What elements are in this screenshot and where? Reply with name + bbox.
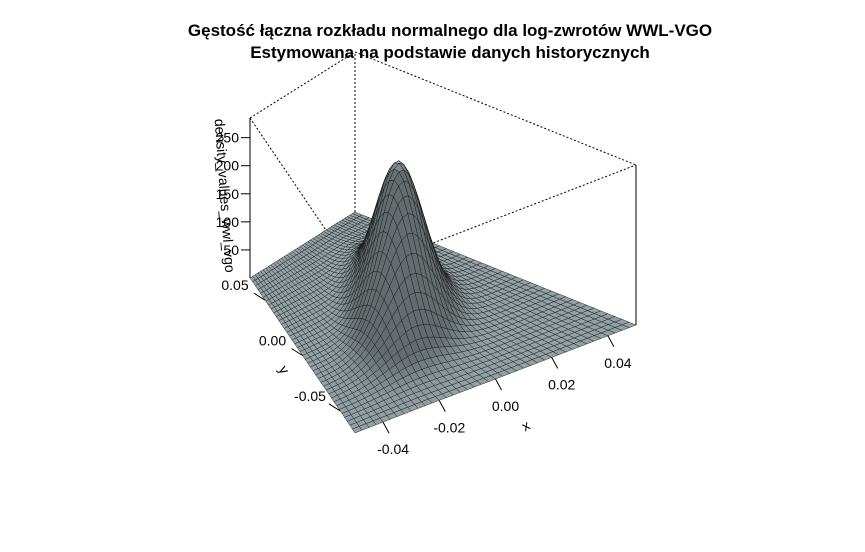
x-tick-label: -0.04 bbox=[377, 441, 409, 457]
x-tick-mark bbox=[382, 421, 390, 434]
density-surface bbox=[249, 160, 637, 434]
box-edge-top-back-right bbox=[354, 51, 637, 166]
z-tick-label: 200 bbox=[216, 158, 240, 174]
x-tick-label: -0.02 bbox=[433, 420, 465, 436]
z-tick-label: 50 bbox=[223, 242, 239, 258]
y-tick-mark bbox=[253, 292, 266, 301]
y-tick-label: 0.00 bbox=[259, 333, 286, 349]
chart-subtitle: Estymowana na podstawie danych historycz… bbox=[250, 43, 650, 62]
x-tick-mark bbox=[438, 400, 446, 412]
z-tick-label: 250 bbox=[216, 130, 240, 146]
x-tick-label: 0.00 bbox=[492, 398, 519, 414]
box-back-edges bbox=[249, 51, 637, 274]
y-tick-mark bbox=[291, 348, 303, 356]
y-axis-ticks: -0.05 0.00 0.05 bbox=[221, 277, 341, 412]
box-edge-top-back-left bbox=[249, 51, 356, 119]
x-tick-mark bbox=[551, 357, 559, 369]
x-tick-mark bbox=[607, 335, 615, 348]
z-tick-label: 150 bbox=[216, 186, 240, 202]
x-tick-label: 0.04 bbox=[604, 355, 631, 371]
z-axis-ticks: 50 100 150 200 250 bbox=[216, 130, 250, 258]
y-tick-label: -0.05 bbox=[294, 388, 326, 404]
y-tick-mark bbox=[328, 403, 341, 412]
x-axis-ticks: -0.04 -0.02 0.00 0.02 0.04 bbox=[377, 335, 632, 457]
z-tick-label: 100 bbox=[216, 214, 240, 230]
x-axis-label: x bbox=[519, 417, 533, 434]
box-front-edges bbox=[249, 118, 637, 325]
surface-facet bbox=[621, 321, 637, 328]
y-tick-label: 0.05 bbox=[221, 277, 248, 293]
y-axis-label: y bbox=[276, 362, 293, 376]
chart-title: Gęstość łączna rozkładu normalnego dla l… bbox=[188, 21, 712, 40]
x-tick-label: 0.02 bbox=[548, 376, 575, 392]
x-tick-mark bbox=[495, 378, 502, 391]
